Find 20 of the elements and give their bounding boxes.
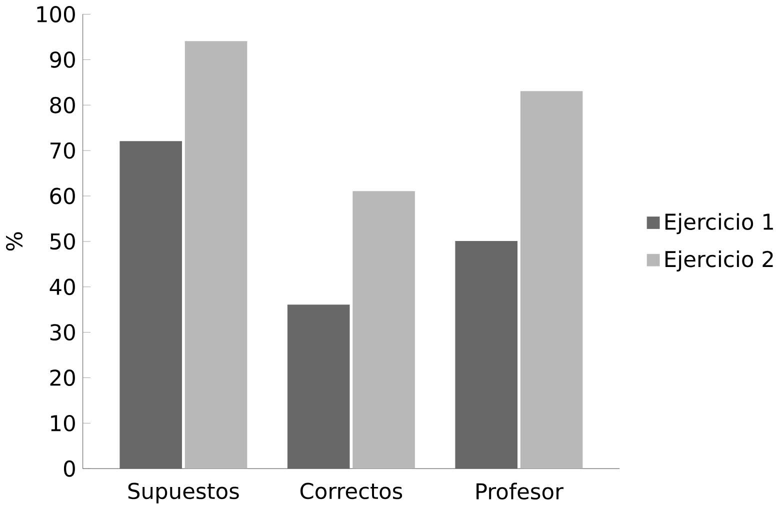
- y-axis-title: %: [6, 232, 22, 250]
- bar: [352, 190, 415, 468]
- y-tick-label: 100: [37, 6, 75, 22]
- y-tick-label: 70: [50, 142, 75, 159]
- y-tick-label: 30: [50, 324, 75, 340]
- bar: [184, 40, 248, 468]
- y-tick-label: 40: [50, 278, 75, 295]
- bar: [520, 90, 583, 468]
- x-tick-label: Correctos: [300, 482, 402, 499]
- y-tick-label: 80: [50, 96, 75, 114]
- y-tick-label: 20: [50, 369, 75, 386]
- y-tick-label: 0: [64, 460, 75, 477]
- legend-label: Ejercicio 1: [665, 212, 773, 234]
- y-tick-label: 90: [50, 51, 75, 68]
- x-tick-label: Supuestos: [128, 482, 239, 504]
- y-tick-label: 60: [50, 188, 75, 204]
- y-tick-label: 10: [51, 414, 75, 432]
- y-tick-label: 50: [50, 233, 75, 250]
- legend-label: Ejercicio 2: [665, 250, 773, 272]
- x-tick-label: Profesor: [476, 482, 564, 500]
